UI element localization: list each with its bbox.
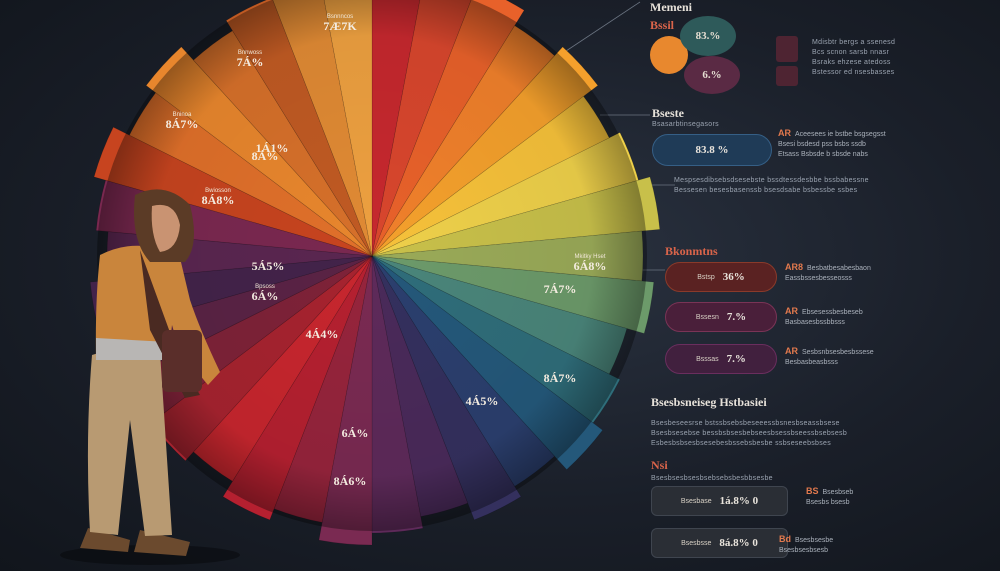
section-title: Bkonmtns (665, 244, 718, 258)
section-swatch (776, 66, 798, 86)
section-memeni: Memeni Bssil 83.% 6.% Mdisbtr bergs a ss… (650, 0, 1000, 100)
section-title: Bsesbsneiseg Hstbasiei (651, 395, 767, 409)
pie-label-value: 8Á7% (544, 371, 577, 385)
pie-label-caption: Bsnnncos (327, 14, 353, 20)
pie-label-caption: Bwiosson (205, 188, 231, 194)
section-swatch (776, 36, 798, 62)
section-text: Mdisbtr bergs a ssenesd Bcs scnon sarsb n… (812, 39, 896, 76)
donut-value-a: 83.% (695, 30, 721, 42)
pie-label-value: 7Á7% (544, 282, 577, 296)
side-note: BS Bsesbseb Bsesbs bsesb (806, 486, 854, 506)
value-pill: Bsssas 7.% (665, 344, 777, 374)
pie-label-value: 7Æ7K (323, 19, 357, 33)
pie-label-value: 8Á% (252, 149, 279, 163)
woman-illustration (60, 189, 240, 565)
pie-label-value: 7Á% (237, 55, 264, 69)
pie-label-caption: Bninoa (173, 112, 192, 118)
section-text: Bsesbeseesrse bstssbsebsbeseeessbsnesbse… (651, 420, 848, 447)
pie-label-value: 8Á6% (334, 474, 367, 488)
section-bseste: Bseste Bsasarbtinsegasors 83.8 % AR Acees… (650, 106, 1000, 206)
side-note: AR Sesbsnbsesbesbssese Besbasbeasbsss (785, 346, 874, 366)
value-pill: 83.8 % (652, 134, 772, 166)
pie-label-value: 4Á4% (306, 327, 339, 341)
section-title: Memeni (650, 0, 692, 14)
side-note: AR Aceesees ie bstbe bsgsegsst Bsesi bsde… (778, 128, 886, 158)
pie-label-value: 8Á8% (202, 193, 235, 207)
pie-label-value: 1Á1% (256, 141, 289, 155)
value-pill: Bsesbsse 8á.8% 0 (651, 528, 788, 558)
pie-chart: Bsnnncos7Æ7KBnnwoss7Á%8Á%Bninoa8Á7%1Á1%B… (89, 0, 661, 546)
pie-label-value: 6Á8% (574, 259, 607, 273)
pie-label-value: 4Á5% (466, 394, 499, 408)
section-subtitle: Bsasarbtinsegasors (652, 121, 719, 128)
pie-shading (97, 0, 647, 531)
value-pill: Bsesbase 1á.8% 0 (651, 486, 788, 516)
pie-label-value: 5Á5% (252, 259, 285, 273)
section-bsesbsneiseg: Bsesbsneiseg Hstbasiei Bsesbeseesrse bst… (651, 395, 1000, 455)
pie-label-caption: Bnnwoss (238, 50, 262, 56)
value-pill: Bssesn 7.% (665, 302, 777, 332)
pie-label-value: 6Á% (342, 426, 369, 440)
pie-label-value: 8Á7% (166, 117, 199, 131)
side-note: Bd Bsesbsesbe Bsesbsesbsesb (779, 534, 834, 554)
pie-label-value: 6Á% (252, 289, 279, 303)
section-subtitle: Bsesbsesbsesbsebsebsbesbbsesbe (651, 475, 773, 482)
pie-label-caption: Bpsoss (255, 284, 275, 290)
pie-label-caption: Mkitky Hset (574, 254, 605, 260)
donut-value-b: 6.% (702, 69, 722, 81)
side-note: AR8 Besbatbesabesbaon Eassbssesbesseosss (785, 262, 871, 282)
mini-donut: 83.% 6.% (650, 14, 740, 94)
section-title: Bseste (652, 106, 684, 120)
section-text: Mespsesdibsebsdsesebste bssdtessdesbbe b… (674, 177, 869, 194)
side-note: AR Ebsesessbesbeseb Basbasesbssbbsss (785, 306, 863, 326)
section-title: Nsi (651, 458, 668, 472)
section-bkonmtns: Bkonmtns Bstsp 36% Bssesn 7.% Bsssas 7.% AR… (665, 244, 1000, 384)
section-subtitle: Bssil (650, 18, 675, 32)
value-pill: Bstsp 36% (665, 262, 777, 292)
section-nsi: Nsi Bsesbsesbsesbsebsebsbesbbsesbe Bsesb… (651, 458, 1000, 568)
